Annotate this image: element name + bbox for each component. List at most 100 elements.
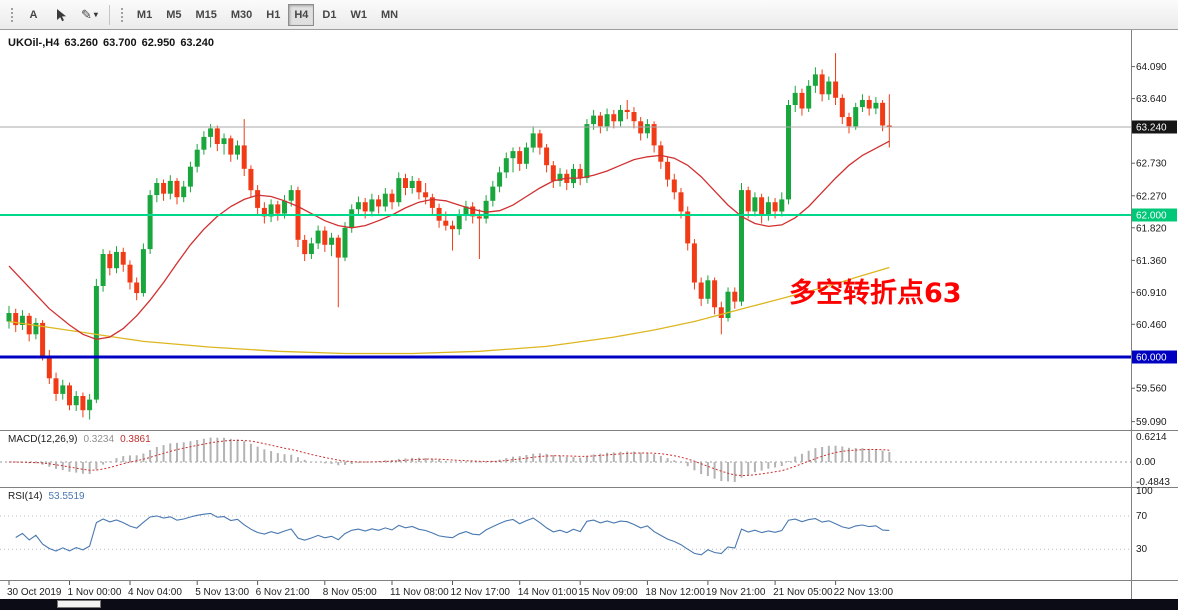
- candle-up: [60, 385, 66, 394]
- candle-down: [759, 197, 765, 216]
- candle-up: [812, 74, 818, 86]
- scrollbar-thumb[interactable]: [57, 600, 101, 608]
- candle-down: [577, 168, 583, 179]
- candle-up: [792, 92, 798, 105]
- rsi-axis-label: 30: [1136, 544, 1148, 555]
- timeframe-M15-button[interactable]: M15: [189, 4, 222, 26]
- macd-label: MACD(12,26,9) 0.3234 0.3861: [8, 434, 157, 445]
- candle-down: [678, 192, 684, 212]
- candle-up: [644, 124, 650, 134]
- time-axis-label: 19 Nov 21:00: [706, 587, 766, 598]
- timeframe-D1-button[interactable]: D1: [316, 4, 342, 26]
- candle-up: [765, 202, 771, 215]
- candle-down: [261, 207, 267, 217]
- candle-down: [658, 145, 664, 162]
- price-level-badge: [1132, 208, 1177, 222]
- price-tick-label: 60.460: [1136, 320, 1167, 331]
- timeframe-MN-button[interactable]: MN: [375, 4, 404, 26]
- toolbar-grip[interactable]: [10, 6, 14, 23]
- chart-canvas[interactable]: 64.090 63.640 62.730 62.270 61.820 61.360 60.9…: [0, 30, 1178, 599]
- time-axis-label: 30 Oct 2019: [7, 587, 62, 598]
- pencil-icon: ✎: [81, 6, 92, 22]
- candle-up: [584, 124, 590, 179]
- current-price-badge: [1132, 120, 1177, 134]
- ma-fast-line[interactable]: [8, 140, 890, 340]
- candle-down: [799, 92, 805, 109]
- candle-down: [886, 125, 892, 127]
- candle-up: [725, 291, 731, 318]
- candle-down: [120, 251, 126, 265]
- price-level-badge: [1132, 350, 1177, 364]
- macd-signal-value: 0.3861: [120, 434, 151, 445]
- ohlc-low: 62.950: [141, 37, 176, 49]
- timeframe-H4-button[interactable]: H4: [288, 3, 315, 26]
- rsi-axis-label: 100: [1136, 486, 1153, 497]
- price-tick-label: 59.090: [1136, 417, 1167, 428]
- candle-down: [302, 239, 308, 255]
- timeframe-M1-button[interactable]: M1: [131, 4, 158, 26]
- time-axis-label: 14 Nov 01:00: [518, 587, 578, 598]
- candle-down: [389, 193, 395, 203]
- candle-down: [718, 307, 724, 318]
- rsi-value: 53.5519: [48, 491, 85, 502]
- candle-up: [73, 396, 79, 406]
- candle-down: [880, 102, 886, 126]
- candle-down: [550, 165, 556, 181]
- candle-down: [712, 280, 718, 308]
- candle-up: [591, 115, 597, 125]
- candle-down: [127, 264, 133, 283]
- toolbar-grip-2[interactable]: [119, 6, 124, 23]
- price-tick-label: 61.360: [1136, 256, 1167, 267]
- candle-down: [611, 114, 617, 122]
- candle-down: [544, 147, 550, 166]
- price-tick-label: 60.910: [1136, 288, 1167, 299]
- candle-down: [416, 180, 422, 193]
- cursor-tool-button[interactable]: [48, 4, 73, 26]
- candle-down: [671, 179, 677, 193]
- price-tick-label: 63.640: [1136, 94, 1167, 105]
- candle-down: [833, 81, 839, 98]
- candle-down: [866, 100, 872, 109]
- macd-axis-label: -0.4843: [1136, 477, 1170, 488]
- candle-up: [604, 114, 610, 127]
- candle-up: [329, 237, 335, 245]
- timeframe-W1-button[interactable]: W1: [344, 4, 373, 26]
- candle-down: [517, 151, 523, 164]
- time-axis-label: 18 Nov 12:00: [645, 587, 705, 598]
- candle-up: [557, 173, 563, 181]
- price-tick-label: 59.560: [1136, 384, 1167, 395]
- rsi-line: [15, 512, 890, 556]
- macd-axis-label: 0.00: [1136, 457, 1156, 468]
- horizontal-scrollbar[interactable]: [0, 599, 1178, 610]
- candle-up: [483, 200, 489, 219]
- time-axis-label: 22 Nov 13:00: [834, 587, 894, 598]
- ma-slow-line[interactable]: [8, 266, 890, 355]
- text-label-tool-button[interactable]: A: [21, 4, 46, 26]
- candle-down: [403, 178, 408, 188]
- candle-up: [853, 107, 859, 127]
- candle-down: [362, 202, 368, 212]
- chevron-down-icon: ▾: [93, 10, 98, 19]
- candle-up: [201, 136, 207, 150]
- draw-tool-button[interactable]: ✎ ▾: [75, 4, 104, 26]
- timeframe-H1-button[interactable]: H1: [260, 4, 286, 26]
- candle-up: [342, 227, 348, 258]
- candle-up: [873, 102, 879, 109]
- candle-up: [369, 199, 375, 212]
- candle-up: [87, 399, 93, 411]
- timeframe-M30-button[interactable]: M30: [225, 4, 258, 26]
- chart-area[interactable]: 64.090 63.640 62.730 62.270 61.820 61.360 60.9…: [0, 30, 1178, 599]
- price-tick-label: 62.270: [1136, 191, 1167, 202]
- timeframe-M5-button[interactable]: M5: [160, 4, 187, 26]
- time-axis-label: 1 Nov 00:00: [68, 587, 122, 598]
- cursor-arrow-icon: [57, 8, 66, 21]
- candle-down: [376, 199, 382, 207]
- candle-down: [13, 313, 19, 326]
- candle-up: [194, 149, 200, 167]
- ohlc-high: 63.700: [103, 37, 137, 49]
- candle-up: [739, 190, 744, 302]
- price-tick-label: 62.730: [1136, 159, 1167, 170]
- chart-annotation[interactable]: 多空转折点63: [789, 278, 962, 309]
- candle-down: [665, 161, 671, 180]
- toolbar: A ✎ ▾ M1 M5 M15 M30 H1 H4 D1 W1 MN: [0, 0, 1178, 30]
